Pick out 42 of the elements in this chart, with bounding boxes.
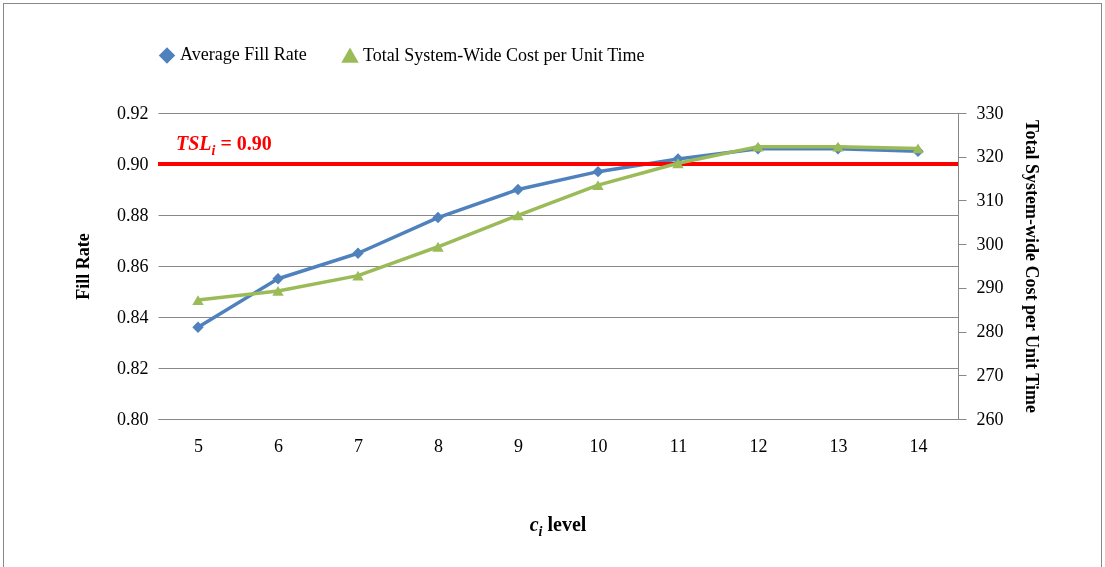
x-tick-label: 7 xyxy=(354,435,363,456)
y2-tick-label: 310 xyxy=(976,189,1004,210)
legend-label: Average Fill Rate xyxy=(180,44,307,65)
point xyxy=(512,210,524,221)
x-tick-label: 8 xyxy=(434,435,443,456)
point xyxy=(272,285,284,296)
y-tick-label: 0.86 xyxy=(117,255,149,276)
x-tick-label: 9 xyxy=(514,435,523,456)
x-tick-label: 5 xyxy=(194,435,203,456)
point xyxy=(432,211,444,224)
y-tick-label: 0.88 xyxy=(117,204,149,225)
x-tick-label: 10 xyxy=(589,435,608,456)
x-tick-label: 6 xyxy=(274,435,283,456)
y2-tick-label: 330 xyxy=(976,102,1004,123)
x-tick-label: 11 xyxy=(669,435,688,456)
y2-tick-label: 260 xyxy=(976,408,1004,429)
y2-tick-label: 320 xyxy=(976,146,1004,167)
x-tick-label: 12 xyxy=(749,435,768,456)
y2-tick-label: 300 xyxy=(976,233,1004,254)
y-tick-label: 0.82 xyxy=(117,357,149,378)
point xyxy=(192,321,204,333)
point xyxy=(592,165,604,178)
y-tick-label: 0.84 xyxy=(117,306,149,327)
y-tick-label: 0.80 xyxy=(117,408,149,429)
legend-label: Total System-Wide Cost per Unit Time xyxy=(363,44,645,65)
y2-axis-title: Total System-wide Cost per Unit Time xyxy=(1021,120,1042,413)
y-axis-title: Fill Rate xyxy=(73,233,93,300)
point xyxy=(592,180,604,191)
y-tick-label: 0.92 xyxy=(117,102,149,123)
y2-tick-label: 270 xyxy=(976,364,1004,385)
point xyxy=(432,241,444,252)
point xyxy=(512,183,524,196)
point xyxy=(672,158,684,169)
y2-tick-label: 280 xyxy=(976,321,1004,342)
point xyxy=(272,273,284,285)
x-tick-label: 13 xyxy=(829,435,848,456)
point xyxy=(192,295,204,306)
point xyxy=(352,247,364,259)
x-tick-label: 14 xyxy=(909,435,928,456)
point xyxy=(352,270,364,281)
y2-tick-label: 290 xyxy=(976,277,1004,298)
y-tick-label: 0.90 xyxy=(117,153,149,174)
